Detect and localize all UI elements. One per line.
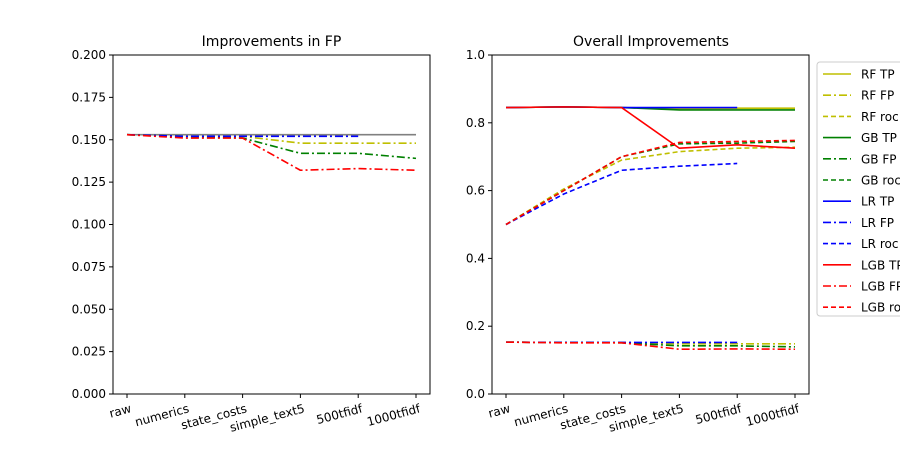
- y-tick-label: 0.150: [72, 133, 106, 147]
- series-line-5: [505, 140, 796, 226]
- x-tick-label: 1000tfidf: [365, 401, 422, 429]
- series-line-11: [505, 139, 796, 226]
- legend-label: GB FP: [861, 152, 896, 166]
- series-line-4: [126, 133, 417, 172]
- legend-item: GB roc: [823, 174, 900, 188]
- legend-label: LR FP: [861, 216, 894, 230]
- series-lines: [126, 133, 417, 172]
- x-tick-label: 500tfidf: [694, 401, 744, 427]
- legend-label: RF roc: [861, 110, 899, 124]
- series-line-3: [126, 133, 359, 138]
- legend-label: LR roc: [861, 237, 898, 251]
- y-tick-label: 0.075: [72, 260, 106, 274]
- plot-frame: [491, 54, 810, 395]
- legend-label: RF TP: [861, 68, 895, 82]
- y-tick-label: 0.2: [466, 319, 485, 333]
- legend-label: LR TP: [861, 195, 894, 209]
- y-tick-label: 0.200: [72, 48, 106, 62]
- plot-frame: [112, 54, 431, 395]
- legend-item: RF roc: [823, 110, 899, 124]
- legend-item: GB FP: [823, 152, 896, 166]
- legend-label: LGB FP: [861, 280, 900, 294]
- legend-item: LGB roc: [823, 301, 900, 315]
- legend-item: RF FP: [823, 89, 894, 103]
- y-tick-label: 0.8: [466, 116, 485, 130]
- legend-item: LR roc: [823, 237, 898, 251]
- y-tick-label: 0.050: [72, 302, 106, 316]
- legend-item: LR FP: [823, 216, 894, 230]
- series-line-9: [505, 106, 796, 150]
- y-axis-ticks: 0.0 0.2 0.4 0.6 0.8 1.0: [466, 48, 492, 401]
- legend-label: GB TP: [861, 131, 897, 145]
- x-tick-label: 500tfidf: [315, 401, 365, 427]
- legend-item: GB TP: [823, 131, 897, 145]
- y-axis-ticks: 0.000 0.025 0.050 0.075 0.100 0.125 0.150 0.175…: [72, 48, 113, 401]
- legend-label: LGB roc: [861, 301, 900, 315]
- series-lines: [505, 106, 796, 351]
- y-tick-label: 0.125: [72, 175, 106, 189]
- y-tick-label: 0.100: [72, 218, 106, 232]
- legend-label: GB roc: [861, 174, 900, 188]
- y-tick-label: 1.0: [466, 48, 485, 62]
- chart-title: Improvements in FP: [202, 34, 342, 50]
- y-tick-label: 0.4: [466, 251, 485, 265]
- series-line-8: [505, 162, 738, 226]
- legend-label: LGB TP: [861, 258, 900, 272]
- series-line-10: [505, 341, 796, 351]
- legend-item: RF TP: [823, 68, 895, 82]
- legend: RF TP RF FP RF roc GB TP GB FP GB roc LR TP LR …: [816, 61, 900, 317]
- chart-overall-improvements: Overall Improvements 0.00.20.40.60.81.0 …: [466, 34, 810, 435]
- legend-label: RF FP: [861, 89, 894, 103]
- legend-item: LR TP: [823, 195, 894, 209]
- chart-improvements-fp: Improvements in FP 0.0000.0250.0500.0750…: [72, 34, 431, 435]
- x-tick-label: raw: [108, 401, 133, 420]
- series-line-2: [505, 146, 796, 226]
- chart-title: Overall Improvements: [573, 34, 729, 50]
- y-tick-label: 0.175: [72, 90, 106, 104]
- legend-box: [816, 61, 900, 317]
- y-tick-label: 0.0: [466, 387, 485, 401]
- y-tick-label: 0.000: [72, 387, 106, 401]
- legend-item: LGB FP: [823, 280, 900, 294]
- legend-item: LGB TP: [823, 258, 900, 272]
- y-tick-label: 0.6: [466, 184, 485, 198]
- y-tick-label: 0.025: [72, 345, 106, 359]
- x-tick-label: raw: [487, 401, 512, 420]
- x-tick-label: 1000tfidf: [744, 401, 801, 429]
